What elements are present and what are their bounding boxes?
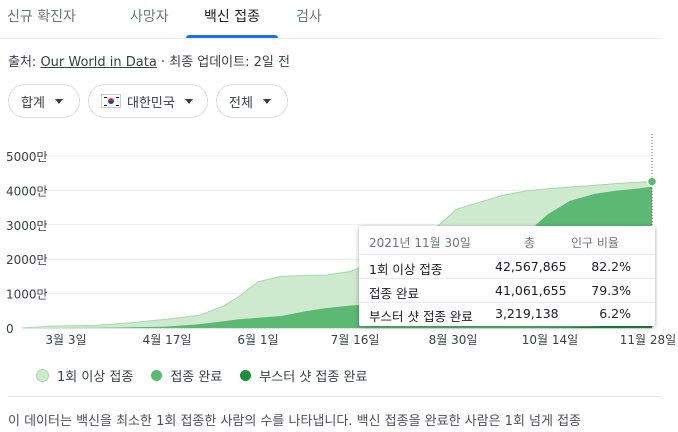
tooltip-row-first-dose: 1회 이상 접종 42,567,865 82.2% — [369, 259, 631, 277]
country-filter-dropdown[interactable]: 대한민국 — [88, 84, 208, 118]
chevron-down-icon — [262, 98, 271, 104]
tooltip-ratio-header: 인구 비율 — [571, 236, 619, 250]
x-tick-label: 3월 3일 — [45, 333, 86, 347]
x-tick-label: 8월 30일 — [429, 333, 478, 347]
tooltip-date: 2021년 11월 30일 — [369, 236, 471, 250]
source-line: 출처: Our World in Data · 최종 업데이트: 2일 전 — [8, 51, 290, 70]
source-prefix: 출처: — [8, 55, 41, 70]
area-booster — [22, 316, 652, 328]
tab-bar: 신규 확진자 사망자 백신 접종 검사 — [0, 0, 662, 39]
x-tick-label: 10월 14일 — [522, 333, 578, 347]
y-tick-label: 4000만 — [6, 184, 48, 198]
legend-label: 접종 완료 — [170, 370, 223, 385]
tab-deaths[interactable]: 사망자 — [130, 9, 169, 25]
last-updated: · 최종 업데이트: 2일 전 — [156, 55, 290, 70]
y-tick-label: 5000만 — [6, 150, 48, 164]
legend-label: 부스터 샷 접종 완료 — [259, 370, 368, 385]
hover-point — [646, 176, 658, 187]
range-filter-label: 전체 — [229, 95, 253, 111]
chevron-down-icon — [54, 98, 63, 104]
x-tick-label: 11월 28일 — [620, 333, 676, 347]
legend-item-booster[interactable]: 부스터 샷 접종 완료 — [240, 366, 367, 385]
y-tick-label: 2000만 — [6, 253, 48, 267]
legend-swatch — [36, 369, 49, 382]
chevron-down-icon — [184, 98, 193, 104]
tooltip-row-full-dose: 접종 완료 41,061,655 79.3% — [369, 283, 631, 301]
source-link[interactable]: Our World in Data — [40, 55, 157, 70]
tab-new-cases[interactable]: 신규 확진자 — [7, 9, 76, 25]
divider — [8, 396, 662, 397]
total-filter-dropdown[interactable]: 합계 — [8, 84, 80, 118]
range-filter-dropdown[interactable]: 전체 — [216, 84, 288, 118]
legend-label: 1회 이상 접종 — [57, 370, 134, 385]
description-text: 이 데이터는 백신을 최소한 1회 접종한 사람의 수를 나타냅니다. 백신 접… — [8, 414, 582, 429]
y-tick-label: 3000만 — [6, 219, 48, 233]
x-tick-label: 6월 1일 — [237, 333, 278, 347]
tooltip-total-header: 총 — [524, 236, 536, 250]
legend-item-first-dose[interactable]: 1회 이상 접종 — [36, 366, 133, 385]
korea-flag-icon — [101, 94, 121, 108]
tooltip-row-booster: 부스터 샷 접종 완료 3,219,138 6.2% — [369, 306, 631, 324]
tab-vaccination[interactable]: 백신 접종 — [204, 9, 260, 25]
chart-tooltip: 2021년 11월 30일 총 인구 비율 1회 이상 접종 42,567,86… — [359, 226, 655, 326]
active-tab-indicator — [186, 35, 278, 38]
x-tick-label: 7월 16일 — [331, 333, 380, 347]
y-tick-label: 1000만 — [6, 288, 48, 302]
total-filter-label: 합계 — [21, 95, 45, 111]
x-tick-label: 4월 17일 — [143, 333, 192, 347]
chart-legend: 1회 이상 접종 접종 완료 부스터 샷 접종 완료 — [36, 366, 385, 385]
y-tick-label: 0 — [6, 322, 14, 336]
country-filter-label: 대한민국 — [127, 95, 175, 111]
legend-swatch — [240, 370, 252, 381]
legend-swatch — [151, 370, 163, 381]
tab-testing[interactable]: 검사 — [296, 9, 322, 25]
legend-item-full-dose[interactable]: 접종 완료 — [151, 366, 222, 385]
